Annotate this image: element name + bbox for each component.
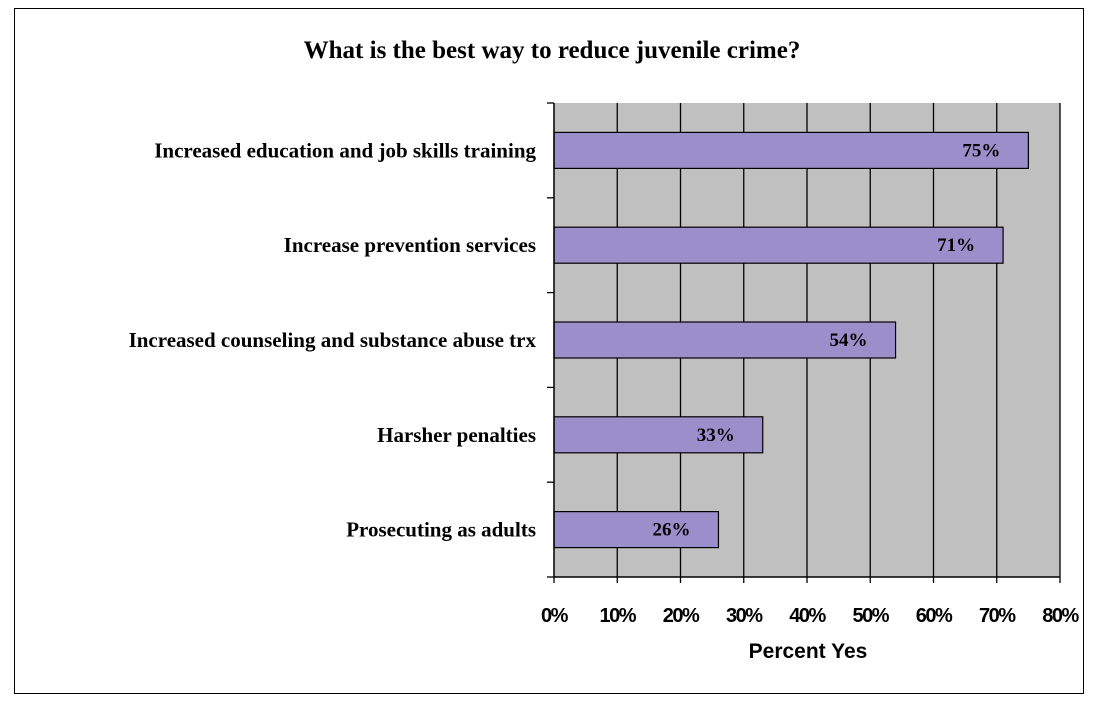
- bar: [553, 511, 720, 549]
- x-tick-label: 70%: [979, 605, 1016, 627]
- data-label: 26%: [652, 520, 690, 541]
- x-tick-label: 10%: [599, 605, 636, 627]
- x-tick-label: 50%: [852, 605, 889, 627]
- axes: [547, 102, 1061, 583]
- labels: 0% 10% 20% 30% 40% 50% 60% 70% 80% Increased educ…: [129, 138, 1081, 627]
- category-label: Prosecuting as adults: [346, 518, 536, 542]
- bar: [553, 416, 764, 454]
- x-axis-label: Percent Yes: [749, 640, 868, 663]
- x-tick-label: 80%: [1042, 605, 1079, 627]
- data-label: 75%: [962, 140, 1000, 161]
- x-tick-label: 30%: [726, 605, 763, 627]
- category-label: Increased education and job skills train…: [154, 138, 536, 162]
- x-tick-label: 40%: [789, 605, 826, 627]
- category-label: Increased counseling and substance abuse…: [129, 328, 537, 352]
- bar: [553, 226, 1004, 264]
- data-label: 33%: [697, 425, 735, 446]
- category-label: Harsher penalties: [377, 423, 536, 447]
- x-tick-label: 20%: [663, 605, 700, 627]
- x-tick-label: 60%: [916, 605, 953, 627]
- data-label: 54%: [830, 330, 868, 351]
- bar: [553, 131, 1029, 169]
- chart-title: What is the best way to reduce juvenile …: [304, 37, 801, 64]
- bar: [553, 321, 897, 359]
- x-tick-label: 0%: [541, 605, 569, 627]
- data-label: 71%: [937, 235, 975, 256]
- category-label: Increase prevention services: [284, 233, 536, 257]
